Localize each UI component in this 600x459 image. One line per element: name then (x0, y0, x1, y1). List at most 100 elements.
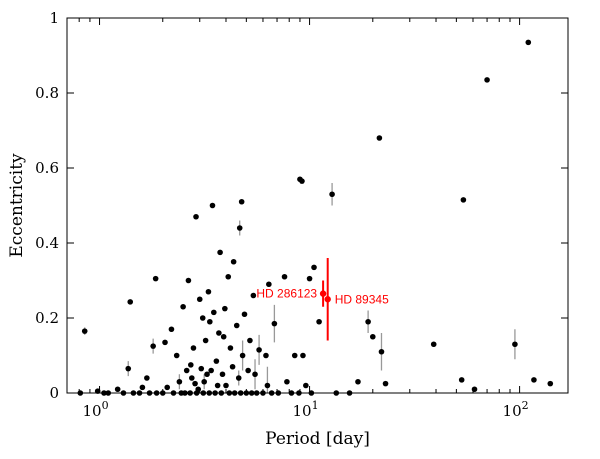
data-point (125, 365, 132, 372)
data-point (271, 320, 278, 327)
data-point (198, 365, 205, 372)
data-point (235, 375, 242, 381)
data-point (233, 322, 240, 329)
data-point (512, 341, 518, 348)
data-point (162, 339, 168, 346)
data-point (150, 343, 156, 349)
data-point (190, 345, 197, 351)
data-point (236, 225, 243, 231)
point-annotation: HD 89345 (335, 292, 389, 306)
data-point (484, 77, 490, 83)
data-point (202, 337, 209, 344)
data-point (152, 275, 159, 282)
data-point (291, 352, 298, 359)
data-point (252, 371, 258, 378)
data-point (144, 375, 150, 381)
y-tick-label: 0.6 (35, 159, 59, 177)
data-point (216, 330, 222, 336)
data-point (266, 281, 272, 288)
data-point (306, 275, 313, 282)
point-annotation: HD 286123 (256, 287, 317, 301)
data-point (196, 296, 203, 303)
data-point (180, 303, 186, 310)
highlight-point (324, 296, 331, 303)
y-tick-label: 0.4 (35, 234, 59, 252)
data-point (458, 377, 465, 383)
data-point (176, 378, 183, 385)
y-tick-label: 1 (49, 9, 59, 27)
data-point (281, 273, 288, 280)
data-point (241, 311, 248, 318)
data-point (207, 318, 213, 325)
data-point (263, 352, 269, 359)
data-point (199, 315, 206, 321)
data-point (214, 382, 221, 389)
data-point (284, 378, 290, 385)
chart-marks: HD 286123 HD 89345 (77, 39, 554, 396)
y-tick-label: 0.2 (35, 309, 59, 327)
data-point (229, 363, 236, 370)
data-point (256, 347, 262, 353)
data-point (114, 386, 121, 393)
data-point (164, 384, 171, 391)
data-point (188, 362, 194, 368)
data-point (173, 352, 180, 359)
data-point (208, 367, 214, 374)
data-point (192, 380, 198, 387)
data-point (139, 384, 146, 391)
data-point (299, 178, 305, 184)
data-point (185, 277, 192, 284)
data-point (238, 198, 245, 205)
data-point (193, 213, 199, 220)
data-point (239, 352, 246, 359)
data-point (201, 378, 207, 385)
data-point (219, 371, 226, 378)
data-point (204, 371, 210, 378)
data-point (209, 202, 216, 209)
data-point (303, 382, 309, 389)
data-point (183, 367, 190, 374)
data-point (365, 318, 371, 325)
data-point (311, 264, 317, 271)
x-axis-label: Period [day] (265, 429, 370, 449)
data-point (230, 258, 237, 265)
data-point (81, 328, 88, 334)
data-point (460, 197, 467, 203)
data-point (189, 375, 195, 381)
data-point (205, 288, 212, 295)
y-tick-label: 0 (49, 384, 59, 402)
plot-frame (66, 17, 569, 394)
data-point (430, 341, 437, 348)
data-point (127, 299, 134, 305)
data-point (378, 348, 385, 355)
data-point (220, 333, 227, 340)
data-point (300, 352, 306, 359)
data-point (217, 249, 223, 256)
data-point (316, 318, 322, 325)
data-point (264, 382, 271, 389)
data-point (247, 337, 253, 344)
data-point (245, 367, 251, 374)
data-point (213, 358, 220, 364)
data-point (225, 273, 232, 280)
data-point (376, 135, 383, 141)
data-point (329, 191, 335, 198)
y-tick-label: 0.8 (35, 84, 59, 102)
data-point (355, 378, 361, 385)
data-point (531, 377, 537, 383)
data-point (250, 292, 257, 299)
data-point (547, 380, 554, 387)
data-point (223, 382, 229, 389)
data-point (382, 380, 389, 387)
data-point (227, 345, 234, 351)
data-point (168, 326, 175, 333)
data-point (222, 305, 228, 312)
y-axis-label: Eccentricity (7, 153, 27, 258)
data-point (211, 309, 217, 316)
data-point (525, 39, 532, 46)
data-point (369, 333, 376, 340)
highlight-point (319, 290, 327, 297)
